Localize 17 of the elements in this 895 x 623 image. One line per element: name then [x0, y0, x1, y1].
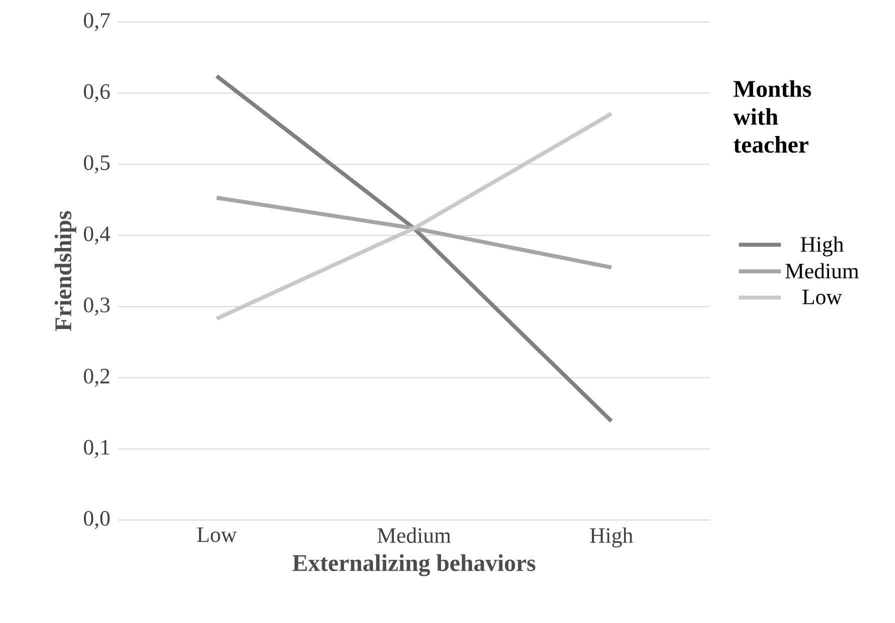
y-tick-label: 0,5: [84, 155, 110, 174]
x-axis-title: Externalizing behaviors: [292, 554, 536, 576]
legend-title: Months with teacher: [733, 80, 812, 153]
y-tick-label: 0,4: [84, 226, 110, 244]
y-axis-title: Friendships: [54, 211, 76, 332]
x-tick-label: Medium: [377, 528, 451, 543]
x-tick-label: High: [590, 528, 633, 548]
legend-label: Medium: [785, 263, 859, 278]
legend-label: High: [800, 236, 844, 256]
legend-label: Low: [802, 290, 842, 304]
y-tick-label: 0,1: [84, 440, 110, 458]
y-tick-label: 0,7: [84, 13, 110, 31]
y-tick-label: 0,2: [84, 368, 110, 387]
x-tick-label: Low: [197, 528, 237, 542]
y-tick-label: 0,0: [84, 511, 110, 529]
y-tick-label: 0,3: [84, 298, 110, 316]
y-tick-label: 0,6: [84, 84, 110, 102]
